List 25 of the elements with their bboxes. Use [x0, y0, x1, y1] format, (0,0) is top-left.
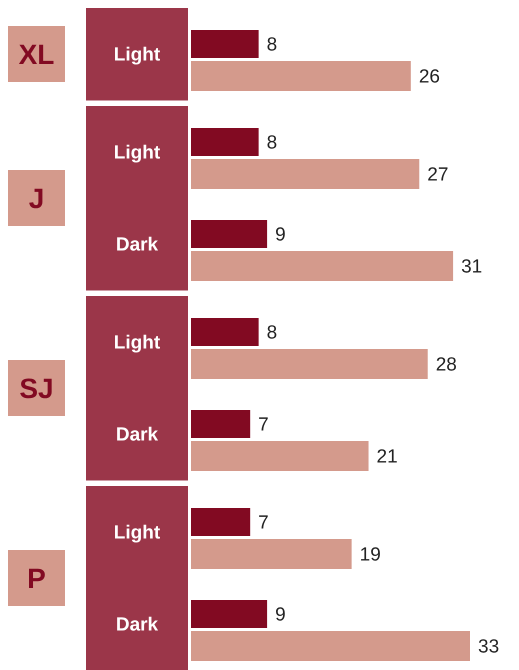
text: J — [28, 182, 44, 214]
y-tick-label: Light — [114, 332, 161, 354]
data-label: 21 — [376, 446, 398, 468]
data-label: 8 — [266, 322, 278, 344]
y-tick-label: Light — [114, 44, 161, 66]
data-label: 19 — [360, 544, 381, 566]
y-tick-label: Dark — [116, 614, 159, 636]
y-tick-label: Dark — [116, 424, 159, 446]
data-label: 8 — [266, 132, 278, 154]
text: SJ — [19, 372, 54, 404]
data-label: 27 — [427, 164, 448, 186]
text: XL — [18, 38, 54, 70]
data-label: 9 — [275, 604, 286, 626]
data-label: 28 — [436, 354, 457, 376]
y-tick-label: Dark — [116, 234, 159, 256]
y-tick-label: Light — [114, 142, 161, 164]
data-label: 33 — [478, 636, 500, 658]
data-label: 7 — [258, 414, 269, 436]
y-tick-label: Light — [114, 522, 161, 544]
data-label: 7 — [258, 512, 269, 534]
data-label: 31 — [461, 256, 482, 278]
data-label: 26 — [418, 66, 440, 88]
data-label: 8 — [266, 34, 278, 56]
data-label: 9 — [275, 224, 286, 246]
text: P — [27, 562, 46, 594]
